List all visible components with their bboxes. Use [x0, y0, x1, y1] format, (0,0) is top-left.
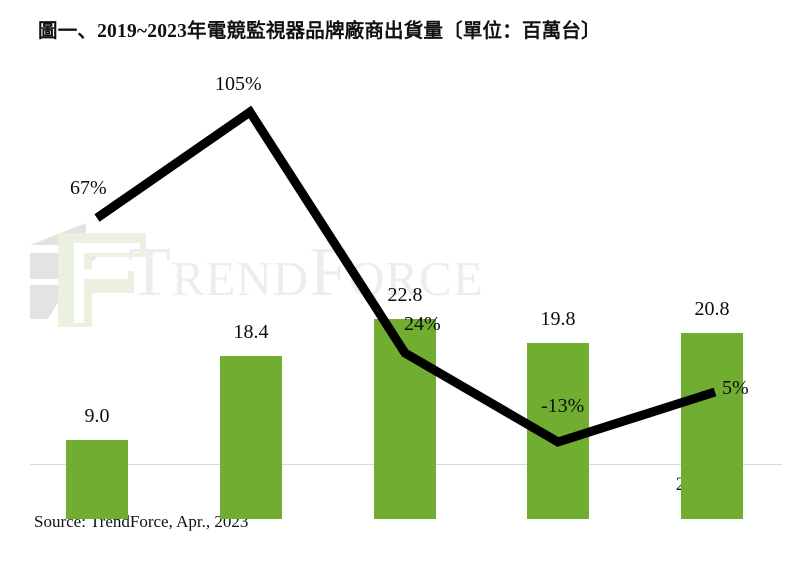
growth-rate-label: 67%: [70, 177, 107, 199]
growth-rate-label: 5%: [722, 377, 749, 399]
bar: [220, 356, 282, 519]
growth-rate-label: -13%: [541, 395, 585, 417]
trendforce-f-logo-icon: [30, 223, 146, 327]
growth-rate-label: 24%: [404, 313, 441, 335]
growth-rate-label: 105%: [215, 73, 262, 95]
bar: [527, 343, 589, 519]
bar: [66, 440, 128, 519]
bar-value-label: 18.4: [233, 321, 269, 343]
bar-value-label: 19.8: [540, 308, 576, 330]
plot-area: TrendForce 9.0 18.4 22.8 19.8 20.8 67% 105% 24…: [0, 55, 800, 519]
bar-value-label: 22.8: [387, 284, 423, 306]
bar-value-label: 20.8: [694, 298, 730, 320]
chart-title: 圖一、2019~2023年電競監視器品牌廠商出貨量〔單位：百萬台〕: [38, 21, 601, 42]
bar: [374, 319, 436, 519]
bar-value-label: 9.0: [84, 405, 110, 427]
bar: [681, 333, 743, 519]
